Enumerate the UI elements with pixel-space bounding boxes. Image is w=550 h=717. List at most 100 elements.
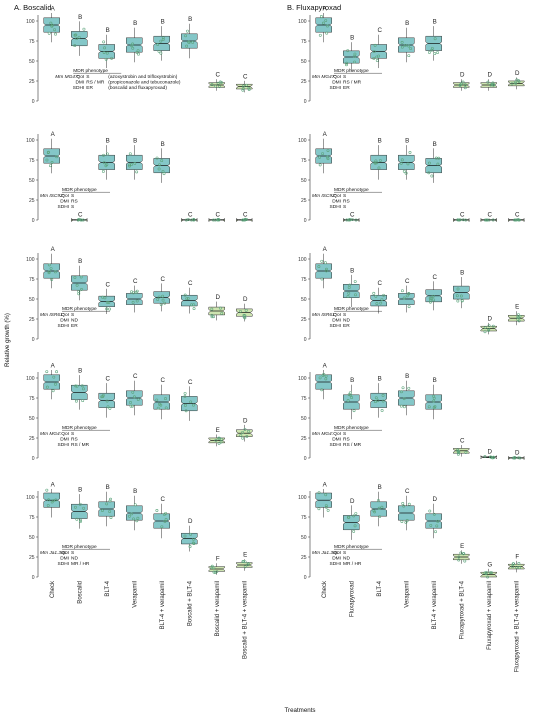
group-letter: G <box>487 561 492 568</box>
data-point <box>325 505 328 509</box>
data-point <box>461 218 465 222</box>
phenotype-trait: QoI <box>333 193 341 199</box>
data-point <box>352 530 356 533</box>
data-point <box>517 218 521 222</box>
data-point <box>374 400 377 404</box>
data-point <box>459 294 463 298</box>
data-point <box>106 152 109 156</box>
data-point <box>513 218 517 222</box>
data-point <box>516 218 520 221</box>
data-point <box>74 384 78 388</box>
data-point <box>81 218 85 222</box>
phenotype-header: MDR phenotype <box>62 187 97 193</box>
data-point <box>459 82 463 86</box>
data-point <box>137 52 140 56</box>
phenotype-trait: DMI <box>60 199 69 205</box>
data-point <box>130 44 134 48</box>
y-tick-label: 25 <box>29 555 35 561</box>
data-point <box>432 298 436 302</box>
data-point <box>51 499 55 503</box>
group-letter: D <box>216 294 221 301</box>
y-tick-label: 0 <box>32 99 35 105</box>
data-point <box>54 498 58 502</box>
data-point <box>80 218 84 222</box>
y-axis-label: Relative growth (%) <box>4 313 11 367</box>
data-point <box>49 267 53 270</box>
phenotype-header: MDR phenotype <box>334 544 369 550</box>
phenotype-trait: DMI <box>60 556 69 562</box>
data-point <box>191 541 195 545</box>
data-point <box>408 151 412 154</box>
phenotype-call: ER <box>343 85 350 91</box>
group-letter: B <box>378 484 382 491</box>
data-point <box>399 161 403 165</box>
group-letter: B <box>161 141 165 148</box>
data-point <box>247 88 251 91</box>
group-letter: A <box>323 363 328 370</box>
data-point <box>218 80 222 84</box>
data-point <box>244 308 248 312</box>
phenotype-trait: QoI <box>333 312 341 318</box>
y-tick-label: 25 <box>29 79 35 85</box>
phenotype-call: MR / HR <box>71 561 90 567</box>
data-point <box>132 517 135 521</box>
data-point <box>245 435 249 438</box>
phenotype-trait: SDHI <box>58 323 69 329</box>
phenotype-call: S <box>343 550 346 556</box>
data-point <box>157 49 161 53</box>
data-point <box>347 218 351 222</box>
phenotype-trait: QoI <box>77 74 85 80</box>
data-point <box>51 389 55 393</box>
data-point <box>183 391 187 395</box>
data-point <box>487 328 491 332</box>
data-point <box>47 263 51 267</box>
data-point <box>105 163 109 166</box>
group-letter: C <box>106 281 111 288</box>
group-letter: C <box>216 211 221 218</box>
phenotype-call: ND <box>343 556 350 562</box>
y-tick-label: 50 <box>301 297 307 303</box>
data-point <box>463 83 467 87</box>
category-label: Fluxapyroxad <box>349 581 355 617</box>
phenotype-trait: DMI <box>332 437 341 443</box>
data-point <box>73 44 77 48</box>
data-point <box>324 19 328 22</box>
data-point <box>381 393 385 397</box>
y-tick-label: 0 <box>304 337 307 343</box>
group-letter: E <box>243 552 247 559</box>
y-tick-label: 50 <box>29 535 35 541</box>
data-point <box>382 293 386 297</box>
data-point <box>517 456 520 460</box>
data-point <box>457 451 461 455</box>
data-point <box>456 449 460 453</box>
data-point <box>136 398 140 401</box>
data-point <box>427 405 431 409</box>
data-point <box>432 406 436 410</box>
category-label: Boscalid + BLT-4 <box>187 580 193 626</box>
data-point <box>403 405 406 409</box>
group-letter: D <box>243 296 248 303</box>
data-point <box>354 512 358 515</box>
y-tick-label: 50 <box>301 535 307 541</box>
group-letter: D <box>243 417 248 424</box>
data-point <box>241 88 245 92</box>
data-point <box>380 505 384 509</box>
data-point <box>241 218 245 222</box>
y-tick-label: 0 <box>32 218 35 224</box>
y-tick-label: 75 <box>29 158 35 164</box>
group-letter: C <box>433 274 438 281</box>
data-point <box>428 300 432 304</box>
data-point <box>348 218 352 222</box>
data-point <box>79 275 83 279</box>
data-point <box>325 267 328 271</box>
data-point <box>433 37 437 41</box>
data-point <box>436 162 440 166</box>
data-point <box>100 509 104 512</box>
y-tick-label: 50 <box>29 59 35 65</box>
data-point <box>372 291 376 295</box>
data-point <box>318 155 322 159</box>
phenotype-call: RS / MR <box>86 80 105 86</box>
y-tick-label: 25 <box>301 198 307 204</box>
data-point <box>513 456 516 460</box>
